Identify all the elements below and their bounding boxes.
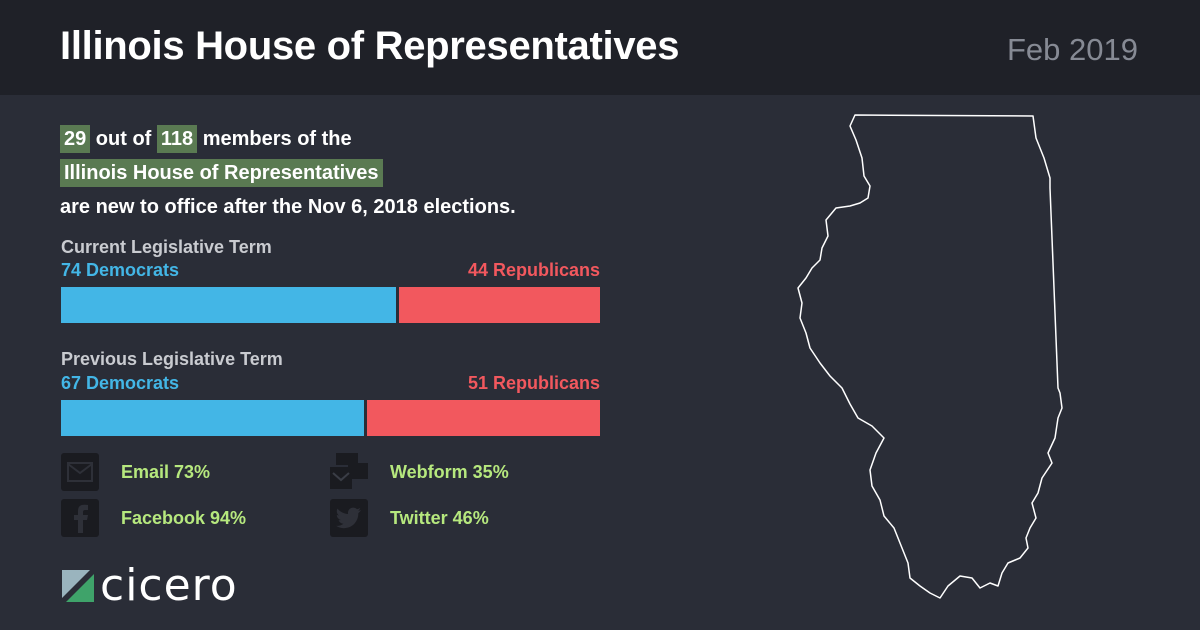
current-dem-label: 74 Democrats	[61, 260, 180, 280]
email-stat: Email 73%	[61, 453, 210, 491]
current-rep-segment	[399, 287, 600, 323]
twitter-stat: Twitter 46%	[330, 499, 489, 537]
facebook-icon	[61, 499, 99, 537]
facebook-stat: Facebook 94%	[61, 499, 246, 537]
facebook-stat-label: Facebook 94%	[121, 507, 247, 528]
cicero-logo: cicero	[62, 560, 238, 611]
body-name: Illinois House of Representatives	[60, 159, 383, 187]
headline-text-1: out of	[90, 128, 157, 150]
previous-rep-segment	[367, 400, 600, 436]
previous-dem-segment	[61, 400, 368, 436]
headline-text-2: members of the	[197, 128, 352, 150]
previous-dem-label: 67 Democrats	[61, 373, 180, 393]
headline-text-3: are new to office after the Nov 6, 2018 …	[60, 196, 516, 218]
page-title: Illinois House of Representatives	[60, 24, 680, 68]
webform-stat-label: Webform 35%	[390, 461, 509, 482]
webform-stat: Webform 35%	[330, 453, 509, 491]
cicero-wordmark: cicero	[100, 560, 238, 611]
previous-term-title: Previous Legislative Term	[61, 349, 283, 369]
header-bar: Illinois House of Representatives Feb 20…	[0, 0, 1200, 95]
illinois-map	[797, 114, 1063, 599]
envelope-icon	[61, 453, 99, 491]
webform-icon	[330, 453, 368, 491]
total-count: 118	[156, 125, 198, 153]
cicero-logo-mark	[62, 569, 94, 602]
previous-term-bar	[61, 400, 600, 436]
new-count: 29	[60, 125, 91, 153]
current-dem-segment	[61, 287, 400, 323]
current-rep-label: 44 Republicans	[467, 260, 600, 280]
date-label: Feb 2019	[1007, 32, 1138, 67]
headline: 29 out of 118 members of the Illinois Ho…	[60, 122, 680, 224]
twitter-icon	[330, 499, 368, 537]
current-term-title: Current Legislative Term	[61, 237, 272, 257]
current-term-bar	[61, 287, 600, 323]
illinois-outline	[797, 114, 1063, 599]
email-stat-label: Email 73%	[121, 461, 211, 482]
twitter-stat-label: Twitter 46%	[390, 507, 489, 528]
previous-rep-label: 51 Republicans	[467, 373, 600, 393]
